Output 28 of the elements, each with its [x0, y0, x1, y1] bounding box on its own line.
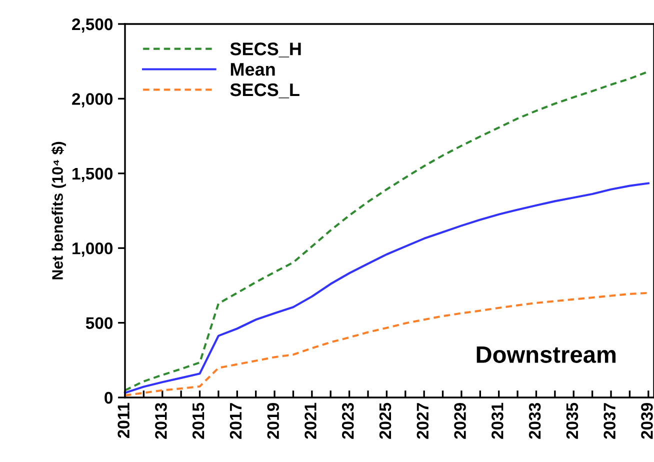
- legend-label: SECS_H: [230, 42, 301, 58]
- line-series: [124, 182, 650, 394]
- x-tick-label: 2019: [267, 402, 280, 439]
- y-tick-label: 1,000: [72, 242, 113, 257]
- y-tick-label: 500: [86, 317, 113, 330]
- x-tick-label: 2021: [304, 402, 316, 439]
- x-tick-label: 2031: [492, 402, 504, 439]
- x-tick-label: 2013: [155, 402, 167, 439]
- y-tick-label: 2,000: [72, 93, 113, 108]
- y-tick-label: 2,500: [72, 18, 113, 33]
- x-tick-label: 2011: [118, 402, 130, 438]
- x-tick-label: 2015: [192, 402, 204, 439]
- x-tick-label: 2033: [528, 402, 541, 439]
- x-tick-label: 2025: [379, 402, 392, 439]
- x-tick-label: 2039: [641, 402, 653, 439]
- legend-label: Mean: [230, 63, 275, 76]
- x-tick-label: 2023: [342, 402, 354, 439]
- y-tick-label: 1,500: [72, 168, 113, 182]
- line-series: [124, 292, 650, 396]
- y-tick-label: 0: [104, 392, 113, 404]
- x-tick-label: 2029: [454, 402, 466, 439]
- x-tick-label: 2017: [230, 403, 242, 439]
- y-axis-title: Net benefits (10⁴ $): [51, 142, 66, 280]
- x-tick-label: 2035: [566, 402, 578, 439]
- x-tick-label: 2037: [604, 403, 616, 439]
- legend-label: SECS_L: [230, 83, 300, 98]
- annotation: Downstream: [476, 346, 616, 363]
- x-tick-label: 2027: [416, 403, 429, 439]
